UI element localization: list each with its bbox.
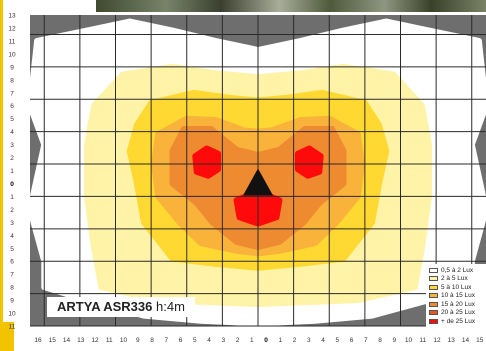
legend-swatch xyxy=(429,310,438,316)
legend-swatch xyxy=(429,267,438,273)
y-tick-label: 5 xyxy=(10,116,14,123)
legend-label: 15 à 20 Lux xyxy=(441,300,475,308)
legend-swatch xyxy=(429,276,438,282)
y-tick-label: 8 xyxy=(10,77,14,84)
x-tick-label: 9 xyxy=(392,337,396,344)
y-tick-label: 0 xyxy=(10,181,14,188)
legend-item: 0,5 à 2 Lux xyxy=(429,266,486,275)
tick-labels: 16 15 14 13 12 11 10 9 8 7 6 5 4 3 2 1 0 1 2 3 4 5 6 7 8 9 10 11 12 1… xyxy=(8,13,484,345)
y-tick-label: 4 xyxy=(10,233,14,240)
legend-item: 10 à 15 Lux xyxy=(429,292,486,301)
luminaire-model: ARTYA ASR336 xyxy=(57,299,153,314)
legend-label: 20 à 25 Lux xyxy=(441,309,475,317)
legend-item: 15 à 20 Lux xyxy=(429,300,486,309)
legend-label: 10 à 15 Lux xyxy=(441,292,475,300)
y-tick-label: 2 xyxy=(10,155,14,162)
chart-title: ARTYA ASR336 h:4m xyxy=(47,297,195,317)
x-tick-label: 11 xyxy=(419,337,426,344)
x-tick-label: 8 xyxy=(378,337,382,344)
y-tick-label: 6 xyxy=(10,103,14,110)
legend-label: 2 à 5 Lux xyxy=(441,275,468,283)
x-tick-label: 8 xyxy=(150,337,154,344)
x-tick-label: 16 xyxy=(34,337,42,344)
x-tick-label: 3 xyxy=(221,337,225,344)
y-tick-label: 1 xyxy=(10,168,14,175)
legend-label: + de 25 Lux xyxy=(441,317,476,325)
x-tick-label: 5 xyxy=(335,337,339,344)
x-tick-label: 12 xyxy=(91,337,99,344)
x-tick-label: 14 xyxy=(63,337,71,344)
x-tick-label: 6 xyxy=(350,337,354,344)
legend-item: + de 25 Lux xyxy=(429,317,486,326)
mounting-height: h:4m xyxy=(156,299,185,314)
x-tick-label: 4 xyxy=(321,337,325,344)
y-tick-label: 5 xyxy=(10,246,14,253)
page-edge-stripe xyxy=(0,0,3,351)
isolux-zone-5 xyxy=(192,145,222,179)
x-tick-label: 0 xyxy=(264,337,268,344)
x-tick-label: 1 xyxy=(278,337,282,344)
legend-swatch xyxy=(429,318,438,324)
header-photo-strip xyxy=(96,0,486,12)
y-tick-label: 2 xyxy=(10,207,14,214)
x-tick-label: 6 xyxy=(179,337,183,344)
x-tick-label: 13 xyxy=(77,337,85,344)
legend-swatch xyxy=(429,301,438,307)
y-tick-label: 1 xyxy=(10,194,14,201)
luminaire-marker xyxy=(243,168,273,196)
x-tick-label: 10 xyxy=(120,337,128,344)
y-tick-label: 12 xyxy=(8,26,16,33)
y-tick-label: 9 xyxy=(10,298,14,305)
y-tick-label: 3 xyxy=(10,220,14,227)
legend: 0,5 à 2 Lux 2 à 5 Lux 5 à 10 Lux 10 à 15 Lu… xyxy=(426,264,486,334)
y-tick-label: 3 xyxy=(10,142,14,149)
legend-item: 5 à 10 Lux xyxy=(429,283,486,292)
legend-label: 5 à 10 Lux xyxy=(441,283,472,291)
x-tick-label: 13 xyxy=(448,337,456,344)
x-tick-label: 9 xyxy=(136,337,140,344)
y-tick-label: 11 xyxy=(9,38,16,45)
legend-label: 0,5 à 2 Lux xyxy=(441,266,474,274)
y-tick-label: 10 xyxy=(8,311,16,318)
x-tick-label: 15 xyxy=(476,337,484,344)
x-tick-label: 12 xyxy=(433,337,441,344)
y-tick-label: 7 xyxy=(10,272,14,279)
legend-item: 20 à 25 Lux xyxy=(429,309,486,318)
x-tick-label: 2 xyxy=(293,337,297,344)
x-tick-label: 15 xyxy=(49,337,57,344)
x-tick-label: 3 xyxy=(307,337,311,344)
x-tick-label: 11 xyxy=(106,337,113,344)
x-tick-label: 7 xyxy=(364,337,368,344)
y-tick-label: 9 xyxy=(10,64,14,71)
legend-item: 2 à 5 Lux xyxy=(429,275,486,284)
y-tick-label: 4 xyxy=(10,129,14,136)
y-tick-label: 11 xyxy=(9,324,16,331)
isolux-zone-6 xyxy=(294,145,324,179)
legend-swatch xyxy=(429,284,438,290)
x-tick-label: 2 xyxy=(236,337,240,344)
x-tick-label: 14 xyxy=(462,337,470,344)
x-tick-label: 5 xyxy=(193,337,197,344)
page-tab-marker xyxy=(0,322,14,351)
y-tick-label: 6 xyxy=(10,259,14,266)
y-tick-label: 8 xyxy=(10,285,14,292)
x-tick-label: 1 xyxy=(250,337,254,344)
legend-swatch xyxy=(429,293,438,299)
y-tick-label: 7 xyxy=(10,90,14,97)
y-tick-label: 13 xyxy=(8,13,16,20)
y-tick-label: 10 xyxy=(8,51,16,58)
x-tick-label: 7 xyxy=(164,337,168,344)
x-tick-label: 10 xyxy=(405,337,413,344)
x-tick-label: 4 xyxy=(207,337,211,344)
